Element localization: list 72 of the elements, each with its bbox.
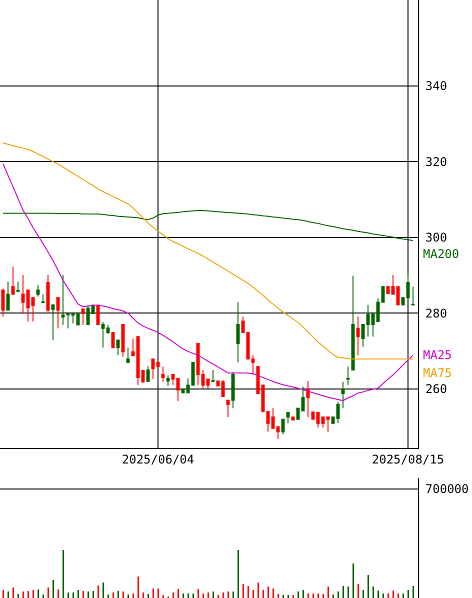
candlestick <box>101 321 105 348</box>
candlestick <box>271 408 275 429</box>
candlestick <box>241 316 245 333</box>
candlestick <box>171 374 175 386</box>
candlestick <box>56 297 60 329</box>
candlestick <box>36 284 40 298</box>
candlestick <box>366 304 370 338</box>
candlestick <box>71 313 75 324</box>
y-tick-label: 340 <box>425 79 448 94</box>
candlestick <box>151 358 155 380</box>
candlestick <box>321 416 325 428</box>
candlestick <box>31 297 35 322</box>
candlestick <box>406 274 410 298</box>
candlestick <box>166 374 170 386</box>
series-label: MA25 <box>423 348 452 362</box>
candlestick <box>186 378 190 394</box>
candlestick <box>316 412 320 428</box>
candlestick <box>51 304 55 341</box>
candlestick <box>46 274 50 314</box>
candlestick <box>211 369 215 382</box>
candlestick <box>371 312 375 338</box>
x-tick-label: 2025/06/04 <box>122 452 194 466</box>
candlestick <box>161 366 165 382</box>
candlestick <box>136 336 140 386</box>
series-label: MA200 <box>423 247 460 261</box>
candlestick <box>81 308 85 326</box>
candlestick <box>356 316 360 356</box>
candlestick <box>66 312 70 329</box>
candlestick <box>6 281 10 311</box>
candlestick <box>266 411 270 432</box>
candlestick <box>226 400 230 418</box>
candlestick <box>411 286 415 306</box>
candlestick <box>116 340 120 356</box>
candlestick <box>276 426 280 440</box>
candlestick <box>306 380 310 418</box>
y-tick-label: 260 <box>425 382 448 396</box>
x-tick-label: 2025/08/15 <box>372 452 444 466</box>
line-series <box>2 210 414 241</box>
candlestick <box>341 381 345 409</box>
candlestick <box>21 274 25 314</box>
candlestick <box>41 294 45 304</box>
candlestick <box>16 281 20 293</box>
candlestick <box>131 338 135 356</box>
line-series <box>2 163 414 402</box>
candlestick <box>301 386 305 412</box>
candlestick <box>26 290 30 322</box>
candlestick <box>61 274 65 326</box>
candlestick <box>231 371 235 409</box>
candlestick <box>11 266 15 296</box>
candlestick <box>286 412 290 424</box>
series-label: MA75 <box>423 366 452 380</box>
candlestick <box>126 347 130 363</box>
candlestick <box>106 324 110 335</box>
candlestick <box>176 378 180 402</box>
y-tick-label: 280 <box>425 306 448 320</box>
candlestick <box>206 378 210 390</box>
candlestick <box>336 402 340 424</box>
candlestick <box>146 366 150 382</box>
candlestick <box>346 366 350 386</box>
line-series <box>2 142 414 360</box>
y-tick-label: 300 <box>425 230 448 245</box>
candlestick <box>391 274 395 295</box>
candlestick <box>281 418 285 435</box>
candlestick <box>361 324 365 348</box>
y-tick-label: 700000 <box>425 482 469 496</box>
candlestick <box>236 302 240 363</box>
candlestick <box>326 416 330 432</box>
candlestick <box>351 275 355 370</box>
y-tick-label: 320 <box>425 154 448 169</box>
candlestick <box>201 369 205 390</box>
candlestick <box>251 354 255 376</box>
candlestick <box>1 288 5 318</box>
